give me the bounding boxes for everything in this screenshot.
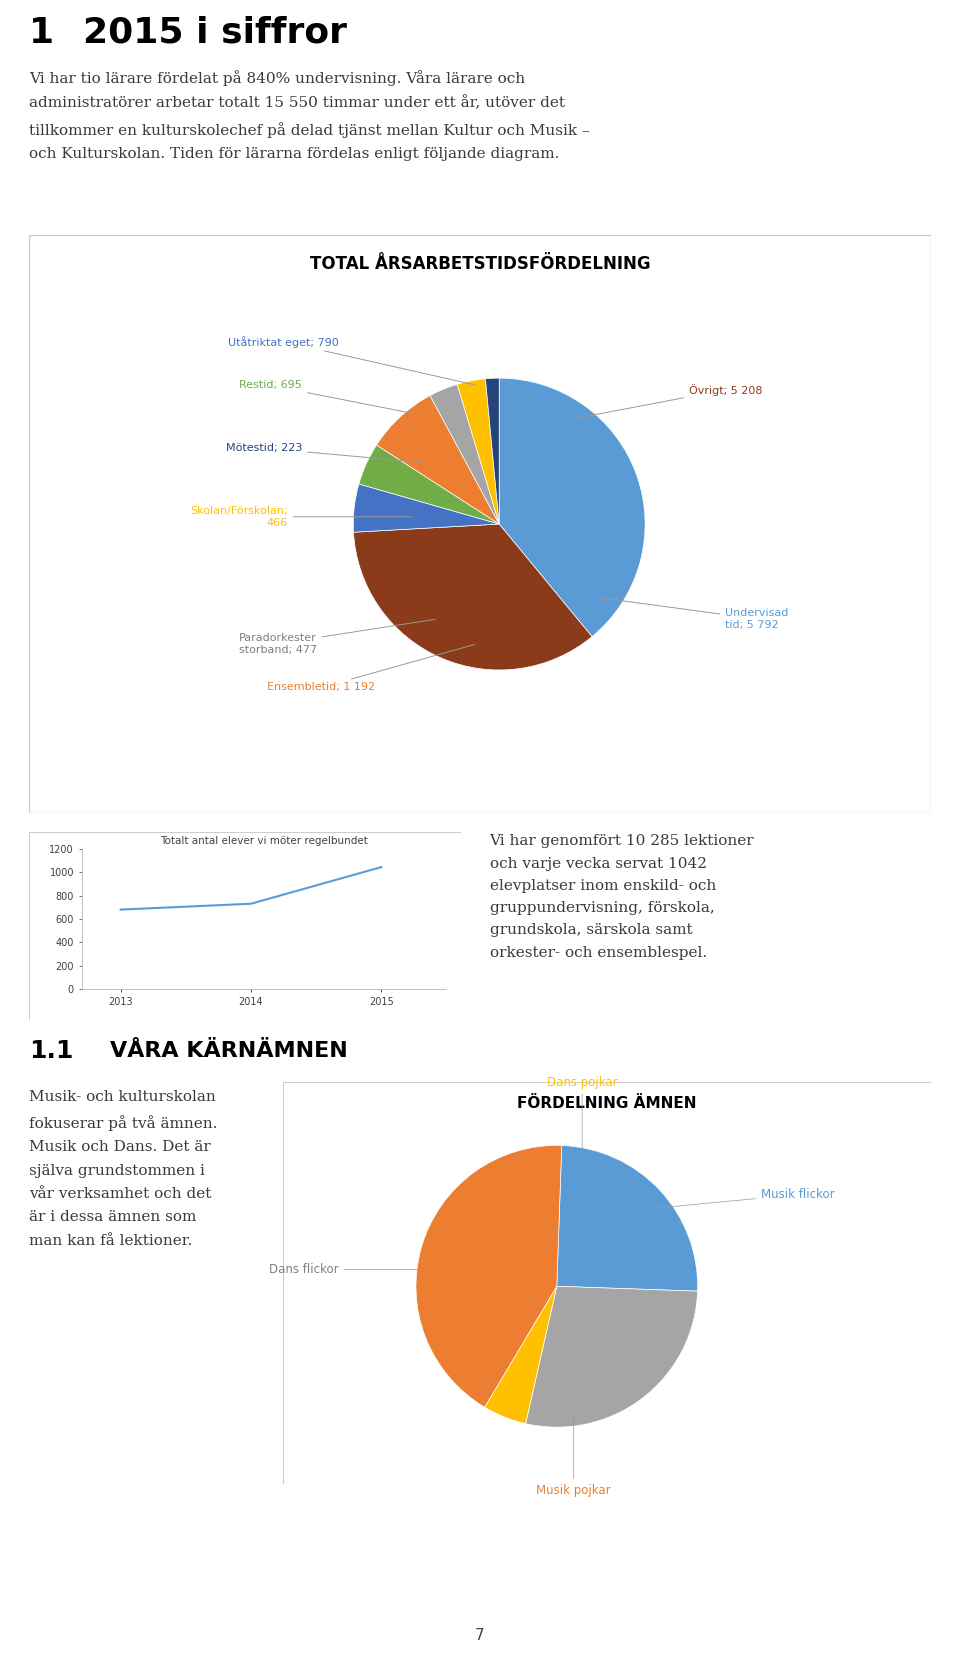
- Text: Utåtriktat eget; 790: Utåtriktat eget; 790: [228, 335, 474, 384]
- Text: Paradorkester
storband; 477: Paradorkester storband; 477: [239, 619, 435, 654]
- Text: Mötestid; 223: Mötestid; 223: [226, 443, 423, 463]
- Text: 2015 i siffror: 2015 i siffror: [83, 15, 347, 50]
- Text: Undervisad
tid; 5 792: Undervisad tid; 5 792: [597, 597, 789, 629]
- Text: FÖRDELNING ÄMNEN: FÖRDELNING ÄMNEN: [517, 1095, 697, 1110]
- Text: Ensembletid; 1 192: Ensembletid; 1 192: [267, 644, 474, 693]
- Wedge shape: [557, 1145, 698, 1291]
- Text: Dans pojkar: Dans pojkar: [547, 1075, 617, 1157]
- Wedge shape: [499, 377, 645, 637]
- Text: Skolan/Förskolan;
466: Skolan/Förskolan; 466: [190, 506, 412, 528]
- Text: TOTAL ÅRSARBETSTIDSFÖRDELNING: TOTAL ÅRSARBETSTIDSFÖRDELNING: [310, 255, 650, 273]
- Text: Musik pojkar: Musik pojkar: [537, 1414, 611, 1498]
- Text: Dans flickor: Dans flickor: [269, 1263, 439, 1276]
- Text: Restid; 695: Restid; 695: [239, 381, 417, 414]
- Wedge shape: [485, 1286, 557, 1424]
- Text: Vi har genomfört 10 285 lektioner
och varje vecka servat 1042
elevplatser inom e: Vi har genomfört 10 285 lektioner och va…: [490, 833, 755, 959]
- Text: 1.1: 1.1: [29, 1040, 73, 1063]
- Text: 7: 7: [475, 1628, 485, 1642]
- Wedge shape: [376, 396, 499, 523]
- Wedge shape: [353, 485, 499, 532]
- Wedge shape: [353, 523, 592, 671]
- Wedge shape: [457, 379, 499, 523]
- Wedge shape: [416, 1145, 562, 1407]
- Wedge shape: [430, 384, 499, 523]
- Text: 1: 1: [29, 15, 54, 50]
- Text: Musik flickor: Musik flickor: [651, 1189, 834, 1209]
- Text: Övrigt; 5 208: Övrigt; 5 208: [575, 384, 762, 419]
- Wedge shape: [359, 444, 499, 523]
- Title: Totalt antal elever vi möter regelbundet: Totalt antal elever vi möter regelbundet: [160, 837, 368, 847]
- Text: Musik- och kulturskolan
fokuserar på två ämnen.
Musik och Dans. Det är
själva gr: Musik- och kulturskolan fokuserar på två…: [29, 1090, 217, 1248]
- Text: VÅRA KÄRNÄMNEN: VÅRA KÄRNÄMNEN: [110, 1041, 348, 1062]
- Text: Vi har tio lärare fördelat på 840% undervisning. Våra lärare och
administratörer: Vi har tio lärare fördelat på 840% under…: [29, 70, 589, 161]
- Wedge shape: [525, 1286, 698, 1427]
- Wedge shape: [486, 377, 499, 523]
